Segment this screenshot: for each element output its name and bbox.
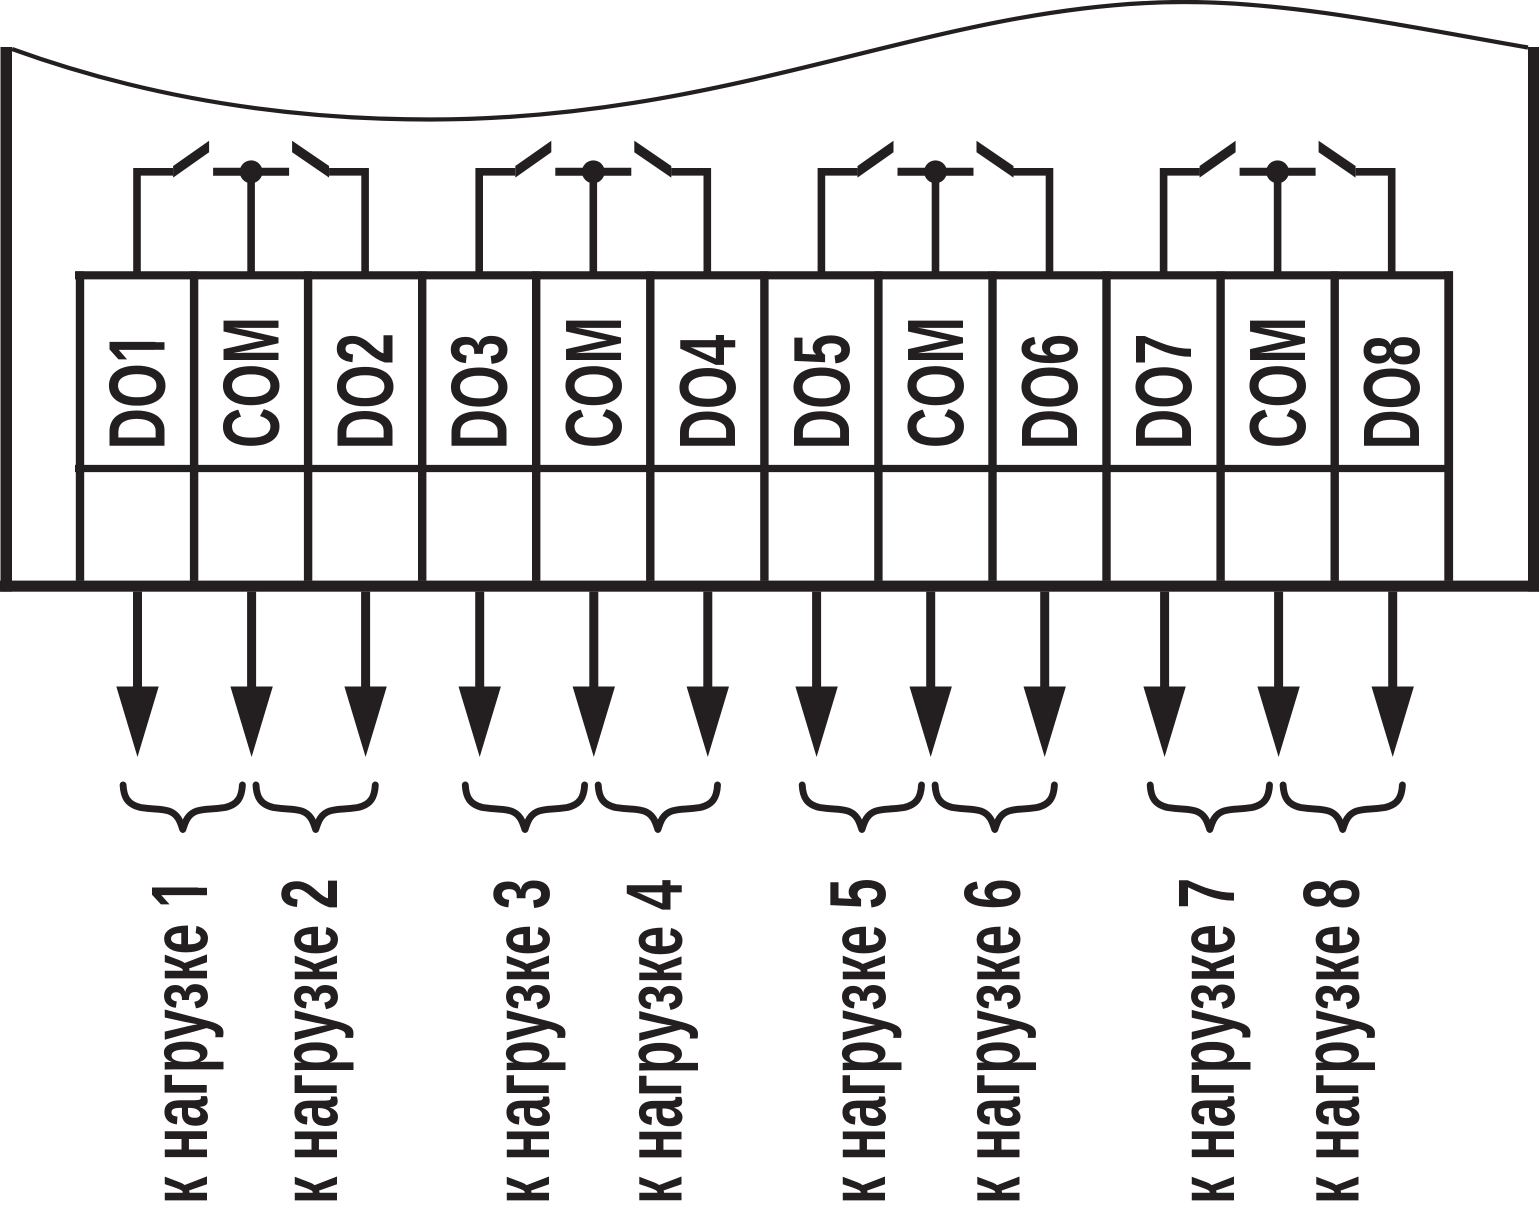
svg-text:DO6: DO6 <box>1004 334 1094 450</box>
svg-text:к нагрузке 3: к нагрузке 3 <box>477 878 567 1204</box>
svg-text:к нагрузке 1: к нагрузке 1 <box>135 877 224 1204</box>
svg-text:DO5: DO5 <box>776 334 866 450</box>
svg-text:к нагрузке 8: к нагрузке 8 <box>1286 878 1376 1204</box>
svg-text:к нагрузке 7: к нагрузке 7 <box>1162 878 1251 1204</box>
svg-text:DO7: DO7 <box>1118 334 1208 450</box>
svg-text:DO3: DO3 <box>434 334 524 450</box>
svg-text:COM: COM <box>548 317 638 448</box>
svg-text:к нагрузке 5: к нагрузке 5 <box>813 878 903 1204</box>
svg-text:к нагрузке 4: к нагрузке 4 <box>610 880 700 1204</box>
svg-text:DO8: DO8 <box>1347 335 1436 449</box>
svg-text:к нагрузке 6: к нагрузке 6 <box>948 878 1038 1204</box>
svg-text:DO4: DO4 <box>663 335 752 450</box>
svg-text:COM: COM <box>890 317 980 448</box>
svg-text:к нагрузке 2: к нагрузке 2 <box>265 878 355 1204</box>
svg-text:COM: COM <box>206 317 296 448</box>
svg-text:COM: COM <box>1232 317 1322 448</box>
svg-text:DO1: DO1 <box>92 331 182 449</box>
svg-text:DO2: DO2 <box>320 333 410 450</box>
